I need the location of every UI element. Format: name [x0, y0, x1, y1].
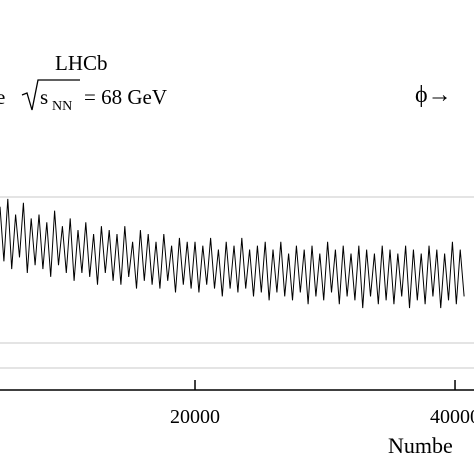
- x-tick-label: 40000: [430, 406, 474, 428]
- x-tick-label: 20000: [170, 406, 220, 428]
- energy-subscript: NN: [52, 99, 72, 114]
- energy-variable: s: [40, 85, 48, 109]
- experiment-label: LHCb: [55, 51, 108, 75]
- data-line: [0, 198, 465, 309]
- energy-value: = 68 GeV: [84, 85, 167, 109]
- decay-label: ϕ→: [415, 82, 452, 108]
- x-axis-label: Numbe: [388, 433, 453, 458]
- energy-prefix: e: [0, 85, 5, 109]
- sqrt-sign: [21, 79, 80, 111]
